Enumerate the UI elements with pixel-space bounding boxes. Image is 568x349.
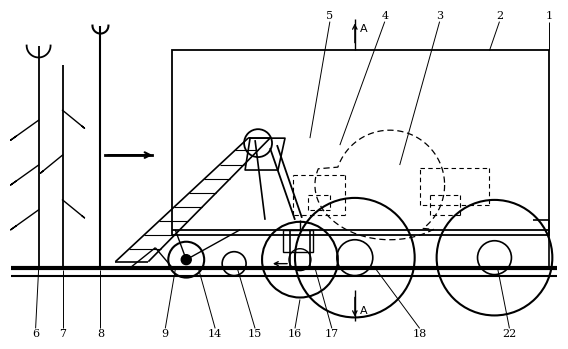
Text: 16: 16 — [288, 329, 302, 339]
Text: 1: 1 — [546, 10, 553, 21]
Text: 5: 5 — [327, 10, 333, 21]
Text: 6: 6 — [32, 329, 39, 339]
Bar — [172, 51, 549, 235]
Text: 9: 9 — [162, 329, 169, 339]
Text: 17: 17 — [325, 329, 339, 339]
Circle shape — [181, 255, 191, 265]
Text: 4: 4 — [381, 10, 389, 21]
Text: 18: 18 — [412, 329, 427, 339]
Text: 2: 2 — [496, 10, 503, 21]
Text: A: A — [360, 24, 367, 34]
Text: 22: 22 — [502, 329, 516, 339]
Text: 8: 8 — [97, 329, 104, 339]
Text: 14: 14 — [208, 329, 222, 339]
Text: 15: 15 — [248, 329, 262, 339]
Text: A: A — [360, 306, 367, 317]
Text: 3: 3 — [436, 10, 443, 21]
Bar — [283, 230, 313, 252]
Text: 7: 7 — [59, 329, 66, 339]
